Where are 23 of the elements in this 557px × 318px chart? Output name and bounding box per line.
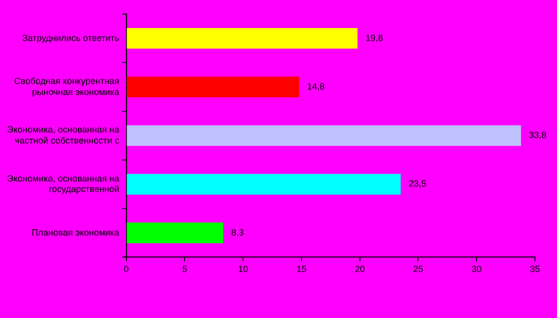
bar <box>126 125 521 146</box>
data-label: 19,8 <box>366 32 384 43</box>
x-tick-label: 5 <box>182 264 188 274</box>
x-tick-label: 20 <box>354 264 365 274</box>
x-tick-label: 0 <box>124 264 129 274</box>
data-label: 14,8 <box>307 81 325 92</box>
x-tick-label: 10 <box>238 264 248 274</box>
y-tick-label: Плановая экономика <box>32 227 120 238</box>
x-tick-label: 25 <box>413 264 424 274</box>
bar <box>126 28 358 49</box>
y-tick-label: Экономика, основанная на государственной <box>6 173 120 194</box>
bar <box>126 222 224 244</box>
x-tick-label: 35 <box>530 264 540 274</box>
y-tick-label: Свободная конкурентная рыночная экономика <box>14 76 120 97</box>
x-tick-label: 30 <box>472 264 482 274</box>
data-label: 8,3 <box>231 227 244 238</box>
y-tick-label: Экономика, основанная на частной собственности с <box>6 124 120 146</box>
bar <box>126 76 300 98</box>
data-label: 33,8 <box>528 130 547 140</box>
y-tick-label: Затруднились ответить <box>22 32 120 43</box>
x-tick-label: 15 <box>296 264 306 274</box>
bar <box>126 174 401 195</box>
data-label: 23,5 <box>408 178 426 189</box>
